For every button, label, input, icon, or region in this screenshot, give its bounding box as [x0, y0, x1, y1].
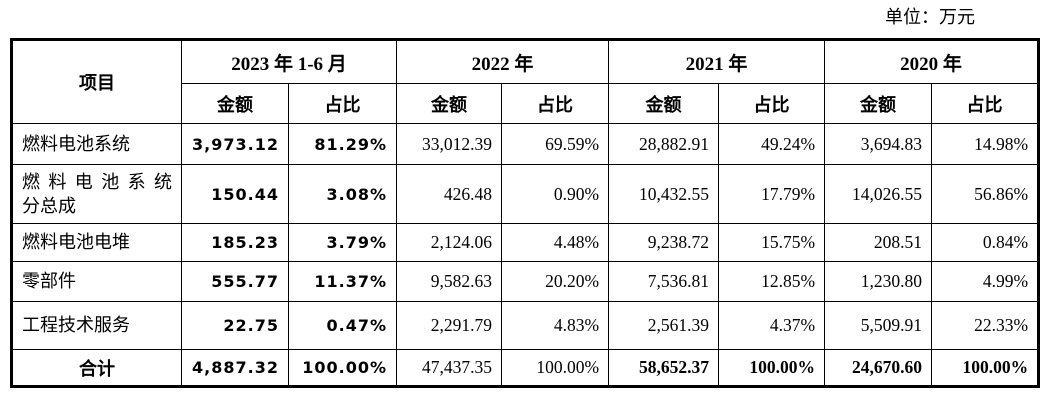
cell-ratio-2022: 20.20% — [501, 261, 610, 302]
table-row: 燃料电池系统 分总成 150.44 3.08% 426.48 0.90% 10,… — [11, 164, 1040, 224]
cell-ratio-2020: 56.86% — [931, 164, 1040, 224]
row-label-text: 燃料电池系统 — [22, 133, 130, 154]
col-header-amount-2022: 金额 — [396, 83, 503, 124]
cell-amount-2023: 3,973.12 — [181, 123, 289, 165]
cell-ratio-2021: 49.24% — [718, 123, 826, 165]
cell-amount-2021: 28,882.91 — [608, 123, 720, 165]
col-group-2022: 2022 年 — [396, 39, 610, 84]
table-row: 燃料电池系统 3,973.12 81.29% 33,012.39 69.59% … — [11, 123, 1040, 165]
cell-ratio-2023: 3.79% — [287, 223, 398, 262]
col-header-amount-2021: 金额 — [608, 83, 720, 124]
col-header-amount-2020: 金额 — [824, 83, 933, 124]
col-group-2020: 2020 年 — [824, 39, 1040, 84]
col-header-ratio-2020: 占比 — [931, 83, 1040, 124]
cell-total-amount-2020: 24,670.60 — [824, 349, 933, 387]
cell-total-ratio-2022: 100.00% — [501, 349, 610, 387]
cell-amount-2022: 426.48 — [396, 164, 503, 224]
cell-ratio-2022: 4.83% — [501, 301, 610, 350]
col-group-2023h1: 2023 年 1-6 月 — [180, 39, 398, 84]
cell-amount-2022: 9,582.63 — [396, 261, 503, 302]
row-label-text: 燃料电池系统 — [22, 171, 172, 192]
table-row: 工程技术服务 22.75 0.47% 2,291.79 4.83% 2,561.… — [11, 301, 1040, 350]
cell-ratio-2023: 11.37% — [287, 261, 398, 302]
cell-amount-2020: 3,694.83 — [824, 123, 933, 165]
cell-amount-2021: 2,561.39 — [608, 301, 720, 350]
cell-amount-2020: 1,230.80 — [824, 261, 933, 302]
cell-ratio-2020: 22.33% — [931, 301, 1040, 350]
cell-ratio-2020: 0.84% — [931, 223, 1040, 262]
cell-amount-2023: 22.75 — [181, 301, 289, 350]
cell-total-ratio-2021: 100.00% — [718, 349, 826, 387]
cell-ratio-2022: 0.90% — [501, 164, 610, 224]
cell-amount-2021: 9,238.72 — [608, 223, 720, 262]
header-row-sub: 金额 占比 金额 占比 金额 占比 金额 占比 — [12, 83, 1040, 124]
cell-amount-2021: 7,536.81 — [608, 261, 720, 302]
row-label: 工程技术服务 — [11, 301, 182, 350]
col-header-item: 项目 — [11, 39, 182, 124]
header-row-years: 项目 2023 年 1-6 月 2022 年 2021 年 2020 年 — [11, 39, 1040, 124]
col-header-ratio-2023: 占比 — [287, 83, 398, 124]
total-row: 合计 4,887.32 100.00% 47,437.35 100.00% 58… — [11, 349, 1040, 387]
table-row: 燃料电池电堆 185.23 3.79% 2,124.06 4.48% 9,238… — [11, 223, 1040, 262]
cell-ratio-2021: 4.37% — [718, 301, 826, 350]
cell-amount-2023: 555.77 — [181, 261, 289, 302]
table-row: 零部件 555.77 11.37% 9,582.63 20.20% 7,536.… — [11, 261, 1040, 302]
cell-total-amount-2022: 47,437.35 — [396, 349, 503, 387]
cell-total-amount-2021: 58,652.37 — [608, 349, 720, 387]
cell-ratio-2023: 0.47% — [287, 301, 398, 350]
cell-ratio-2022: 4.48% — [501, 223, 610, 262]
revenue-breakdown-table: 项目 2023 年 1-6 月 2022 年 2021 年 2020 年 金额 … — [10, 38, 1041, 388]
col-header-ratio-2021: 占比 — [718, 83, 826, 124]
cell-amount-2020: 14,026.55 — [824, 164, 933, 224]
row-label: 零部件 — [11, 261, 182, 302]
cell-ratio-2023: 3.08% — [287, 164, 398, 224]
cell-amount-2021: 10,432.55 — [608, 164, 720, 224]
cell-ratio-2021: 12.85% — [718, 261, 826, 302]
col-group-2021: 2021 年 — [608, 39, 826, 84]
col-header-amount-2023: 金额 — [181, 83, 289, 124]
cell-ratio-2020: 4.99% — [931, 261, 1040, 302]
cell-amount-2023: 185.23 — [181, 223, 289, 262]
row-label-text: 零部件 — [22, 271, 76, 292]
cell-amount-2020: 208.51 — [824, 223, 933, 262]
cell-ratio-2023: 81.29% — [287, 123, 398, 165]
cell-ratio-2021: 17.79% — [718, 164, 826, 224]
cell-amount-2022: 2,291.79 — [396, 301, 503, 350]
cell-amount-2022: 2,124.06 — [396, 223, 503, 262]
cell-ratio-2022: 69.59% — [501, 123, 610, 165]
row-label: 燃料电池系统 分总成 — [11, 164, 182, 224]
col-header-ratio-2022: 占比 — [501, 83, 610, 124]
cell-amount-2020: 5,509.91 — [824, 301, 933, 350]
cell-total-ratio-2023: 100.00% — [287, 349, 398, 387]
row-label: 燃料电池系统 — [11, 123, 182, 165]
row-label-text-line2: 分总成 — [22, 196, 76, 216]
row-label-text: 燃料电池电堆 — [22, 232, 130, 253]
cell-ratio-2020: 14.98% — [931, 123, 1040, 165]
cell-ratio-2021: 15.75% — [718, 223, 826, 262]
cell-total-ratio-2020: 100.00% — [931, 349, 1040, 387]
row-label: 燃料电池电堆 — [11, 223, 182, 262]
cell-amount-2022: 33,012.39 — [396, 123, 503, 165]
total-label: 合计 — [11, 349, 182, 387]
cell-amount-2023: 150.44 — [181, 164, 289, 224]
cell-total-amount-2023: 4,887.32 — [181, 349, 289, 387]
row-label-text: 工程技术服务 — [22, 315, 130, 336]
unit-label: 单位：万元 — [885, 7, 975, 27]
